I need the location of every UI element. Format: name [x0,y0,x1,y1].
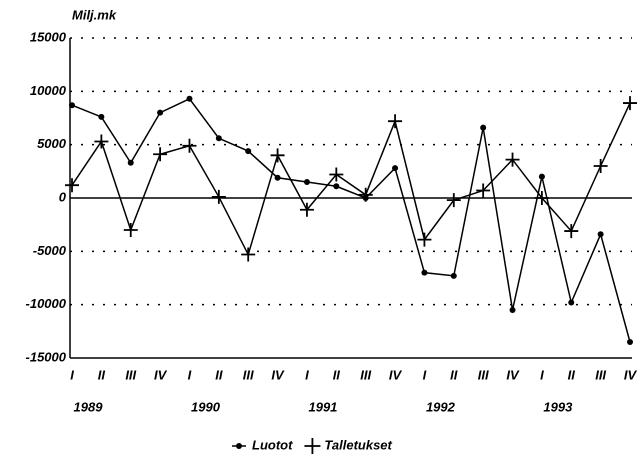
plus-marker [505,152,520,167]
y-tick-label: 10000 [30,83,67,98]
plus-marker [417,232,432,247]
x-tick-label: IV [154,367,168,382]
dot-marker [303,179,310,185]
series-line [71,102,631,257]
x-tick-label: III [125,367,136,382]
plus-marker [446,193,461,208]
x-group-label: 1992 [426,399,456,414]
plus-marker [182,138,197,153]
dot-marker [568,299,575,306]
x-tick-label: I [305,367,309,382]
x-group-label: 1993 [543,399,573,414]
x-tick-label: IV [624,367,638,382]
plus-marker [329,167,344,182]
y-tick-label: 5000 [37,136,67,151]
x-group-label: 1989 [74,399,104,414]
plus-marker [388,114,403,129]
dot-marker [538,173,545,180]
y-tick-label: -5000 [33,243,67,258]
plus-marker [358,187,373,202]
dot-marker [627,339,633,345]
plus-marker [153,147,168,162]
dot-marker [392,165,399,172]
plus-marker [270,148,285,163]
dot-marker [157,109,164,116]
x-tick-label: IV [271,367,285,382]
plus-marker [564,224,579,239]
x-tick-label: III [243,367,254,382]
plus-marker [299,202,314,217]
plus-marker [65,178,79,193]
dot-marker [450,272,457,279]
plus-marker [534,191,549,205]
legend-label: Luotot [252,437,293,452]
x-tick-label: I [188,367,192,382]
plus-marker [123,223,138,237]
x-tick-label: III [478,367,489,382]
x-group-label: 1990 [191,399,221,414]
x-tick-label: II [450,367,458,382]
y-tick-label: 0 [59,189,67,204]
x-tick-label: IV [389,367,403,382]
dot-marker [597,231,604,238]
x-tick-label: III [595,367,606,382]
series-line [71,97,631,343]
x-tick-label: III [360,367,371,382]
x-tick-label: II [568,367,576,382]
y-tick-label: -15000 [26,349,67,364]
legend-marker [304,438,321,454]
y-tick-label: -10000 [26,296,67,311]
y-tick-label: 15000 [30,29,67,44]
x-tick-label: II [215,367,223,382]
dot-marker [69,102,75,109]
dot-marker [127,159,134,166]
dot-marker [245,148,252,155]
dot-marker [421,269,428,276]
dot-marker [480,124,487,131]
x-tick-label: I [540,367,544,382]
plus-marker [476,183,491,198]
dot-marker [98,113,105,120]
legend-marker [236,443,242,449]
plus-marker [623,96,637,111]
dot-marker [509,307,516,313]
x-group-label: 1991 [308,399,337,414]
x-tick-label: II [98,367,106,382]
x-tick-label: I [70,367,74,382]
y-axis-label: Milj.mk [72,7,117,22]
x-tick-label: II [333,367,341,382]
dot-marker [215,135,222,142]
x-tick-label: IV [506,367,520,382]
plus-marker [94,134,109,149]
legend-label: Talletukset [324,437,392,452]
dot-marker [186,95,193,102]
x-tick-label: I [423,367,427,382]
dot-marker [274,174,281,181]
plus-marker [211,189,226,204]
dot-marker [333,183,340,190]
plus-marker [593,159,608,173]
plus-marker [241,247,256,262]
